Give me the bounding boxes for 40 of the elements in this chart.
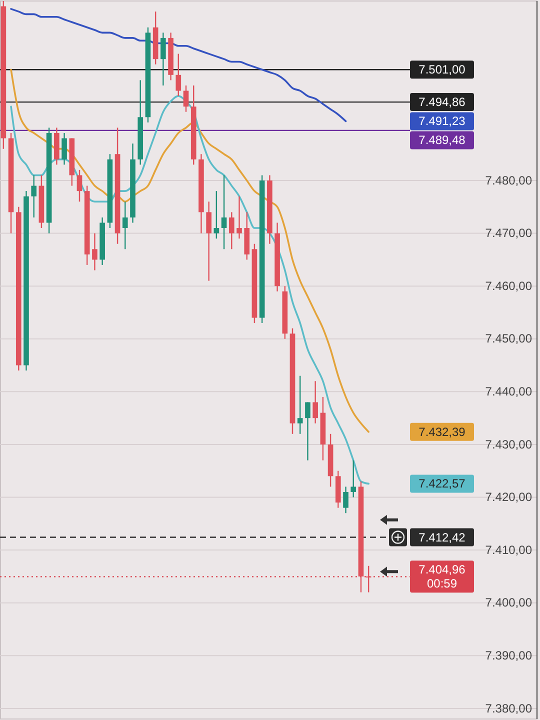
- candlestick: [160, 32, 166, 86]
- text: 7.422,57: [418, 476, 466, 491]
- candlestick: [297, 375, 303, 435]
- y-tick-label: 7.390,00: [485, 648, 532, 662]
- ref-line-label: 7.489,48: [418, 133, 466, 148]
- candlestick: [214, 190, 220, 240]
- y-tick-label: 7.420,00: [485, 490, 532, 504]
- y-tick-label: 7.440,00: [485, 384, 532, 399]
- candlestick: [343, 486, 348, 514]
- candlestick: [62, 132, 67, 166]
- y-tick-label: 7.430,00: [485, 437, 532, 452]
- y-tick-label: 7.460,00: [485, 278, 532, 293]
- y-tick-label: 7.470,00: [485, 226, 532, 240]
- text: 7.432,39: [418, 424, 466, 439]
- candlestick: [350, 460, 356, 498]
- line-series: [10, 8, 347, 122]
- ref-line-label: 7.404,96 00:59: [418, 562, 466, 591]
- text: 7.491,23: [418, 114, 466, 128]
- ref-line-label: 7.494,86: [418, 95, 466, 110]
- candlestick: [92, 232, 98, 271]
- candlestick: [228, 212, 234, 250]
- y-tick-label: 7.450,00: [485, 332, 532, 346]
- candlestick: [176, 53, 182, 97]
- candlestick: [221, 174, 227, 250]
- ref-line-label: 7.412,42: [418, 530, 466, 544]
- candlestick: [183, 84, 189, 112]
- y-tick-label: 7.400,00: [485, 596, 532, 610]
- candlestick: [206, 201, 212, 282]
- candlestick: [312, 380, 318, 424]
- candlestick: [76, 169, 82, 202]
- candlestick: [305, 402, 310, 461]
- candlestick: [122, 201, 128, 250]
- candlestick: [31, 174, 37, 218]
- ref-line-label: 7.501,00: [418, 62, 466, 77]
- line-series: [10, 68, 370, 433]
- y-tick-label: 7.410,00: [485, 542, 532, 557]
- y-tick-label: 7.480,00: [485, 173, 532, 188]
- y-tick-label: 7.380,00: [485, 701, 532, 716]
- candlestick: [236, 196, 242, 240]
- candlestick: [366, 565, 372, 593]
